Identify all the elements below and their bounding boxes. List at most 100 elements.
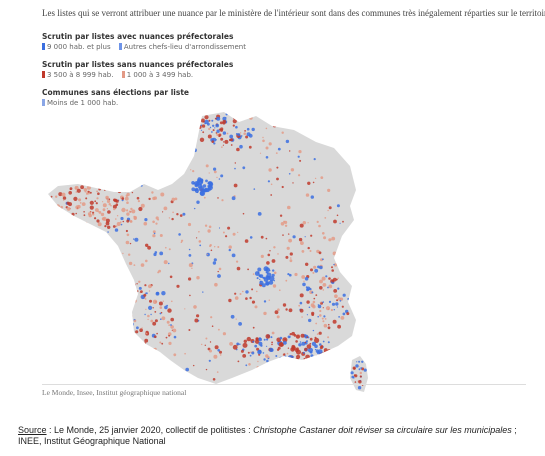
commune-marker [253, 188, 256, 190]
commune-marker [154, 347, 157, 351]
commune-marker [217, 274, 221, 278]
commune-marker [190, 169, 192, 171]
commune-marker [276, 348, 280, 351]
commune-marker [197, 122, 200, 126]
commune-marker [322, 340, 325, 343]
commune-marker [324, 318, 327, 320]
commune-marker [136, 283, 138, 285]
commune-marker [301, 341, 306, 346]
credit-divider [42, 384, 526, 385]
commune-marker [199, 137, 205, 142]
commune-marker [230, 138, 234, 142]
commune-marker [268, 142, 272, 146]
commune-marker [201, 190, 204, 193]
commune-marker [315, 355, 318, 358]
commune-marker [228, 245, 232, 249]
commune-marker [303, 357, 306, 360]
commune-marker [170, 325, 174, 329]
commune-marker [207, 347, 211, 351]
commune-marker [60, 205, 63, 209]
commune-marker [131, 191, 134, 194]
commune-marker [332, 251, 337, 256]
commune-marker [176, 213, 179, 216]
commune-marker [211, 131, 213, 133]
commune-marker [301, 275, 306, 279]
commune-marker [107, 298, 110, 301]
commune-marker [124, 196, 129, 201]
commune-marker [159, 341, 162, 344]
commune-marker [129, 185, 132, 189]
commune-marker [236, 147, 240, 152]
commune-marker [82, 318, 85, 321]
commune-marker [119, 352, 123, 356]
commune-marker [289, 259, 293, 263]
commune-marker [179, 379, 183, 383]
commune-marker [161, 316, 166, 321]
commune-marker [234, 167, 236, 170]
commune-marker [255, 337, 259, 341]
commune-marker [214, 127, 216, 129]
commune-marker [239, 293, 242, 295]
commune-marker [328, 323, 330, 326]
commune-marker [347, 297, 350, 301]
commune-marker [331, 302, 336, 306]
commune-marker [119, 308, 122, 311]
legend-swatch [42, 99, 45, 106]
commune-marker [257, 360, 259, 363]
commune-marker [84, 191, 86, 193]
commune-marker [150, 319, 154, 323]
commune-marker [203, 196, 206, 199]
commune-marker [95, 202, 98, 205]
commune-marker [313, 297, 316, 300]
commune-marker [86, 276, 91, 281]
commune-marker [289, 336, 291, 338]
commune-marker [176, 128, 179, 131]
commune-marker [152, 321, 157, 326]
commune-marker [154, 311, 157, 313]
commune-marker [102, 208, 106, 212]
commune-marker [280, 222, 285, 226]
commune-marker [194, 181, 200, 187]
commune-marker [354, 374, 358, 378]
commune-marker [145, 259, 148, 263]
commune-marker [106, 253, 110, 256]
commune-marker [288, 233, 290, 235]
commune-marker [283, 341, 287, 345]
commune-marker [257, 371, 261, 375]
commune-marker [310, 268, 313, 272]
commune-marker [214, 117, 217, 120]
commune-marker [284, 224, 288, 227]
commune-marker [236, 266, 241, 271]
commune-marker [202, 131, 205, 134]
commune-marker [305, 193, 310, 197]
commune-marker [217, 197, 219, 199]
commune-marker [209, 184, 213, 188]
commune-marker [68, 224, 71, 228]
commune-marker [222, 119, 227, 124]
commune-marker [188, 113, 190, 115]
commune-marker [106, 208, 109, 210]
commune-marker [298, 343, 302, 347]
commune-marker [317, 315, 320, 318]
commune-marker [184, 352, 186, 355]
commune-marker [315, 322, 318, 325]
commune-marker [285, 279, 288, 282]
commune-marker [288, 308, 293, 313]
commune-marker [276, 177, 279, 181]
commune-marker [328, 206, 332, 210]
commune-marker [98, 180, 102, 183]
commune-marker [171, 217, 174, 221]
legend-group1-row: 9 000 hab. et plus Autres chefs-lieu d'a… [42, 43, 252, 51]
commune-marker [107, 176, 110, 179]
commune-marker [61, 192, 66, 197]
commune-marker [312, 329, 315, 332]
commune-marker [49, 201, 52, 204]
commune-marker [258, 349, 262, 353]
commune-marker [285, 255, 289, 259]
commune-marker [76, 188, 81, 193]
commune-marker [150, 313, 152, 316]
commune-marker [282, 234, 284, 236]
commune-marker [68, 191, 72, 195]
commune-marker [336, 306, 338, 308]
commune-marker [102, 203, 107, 208]
